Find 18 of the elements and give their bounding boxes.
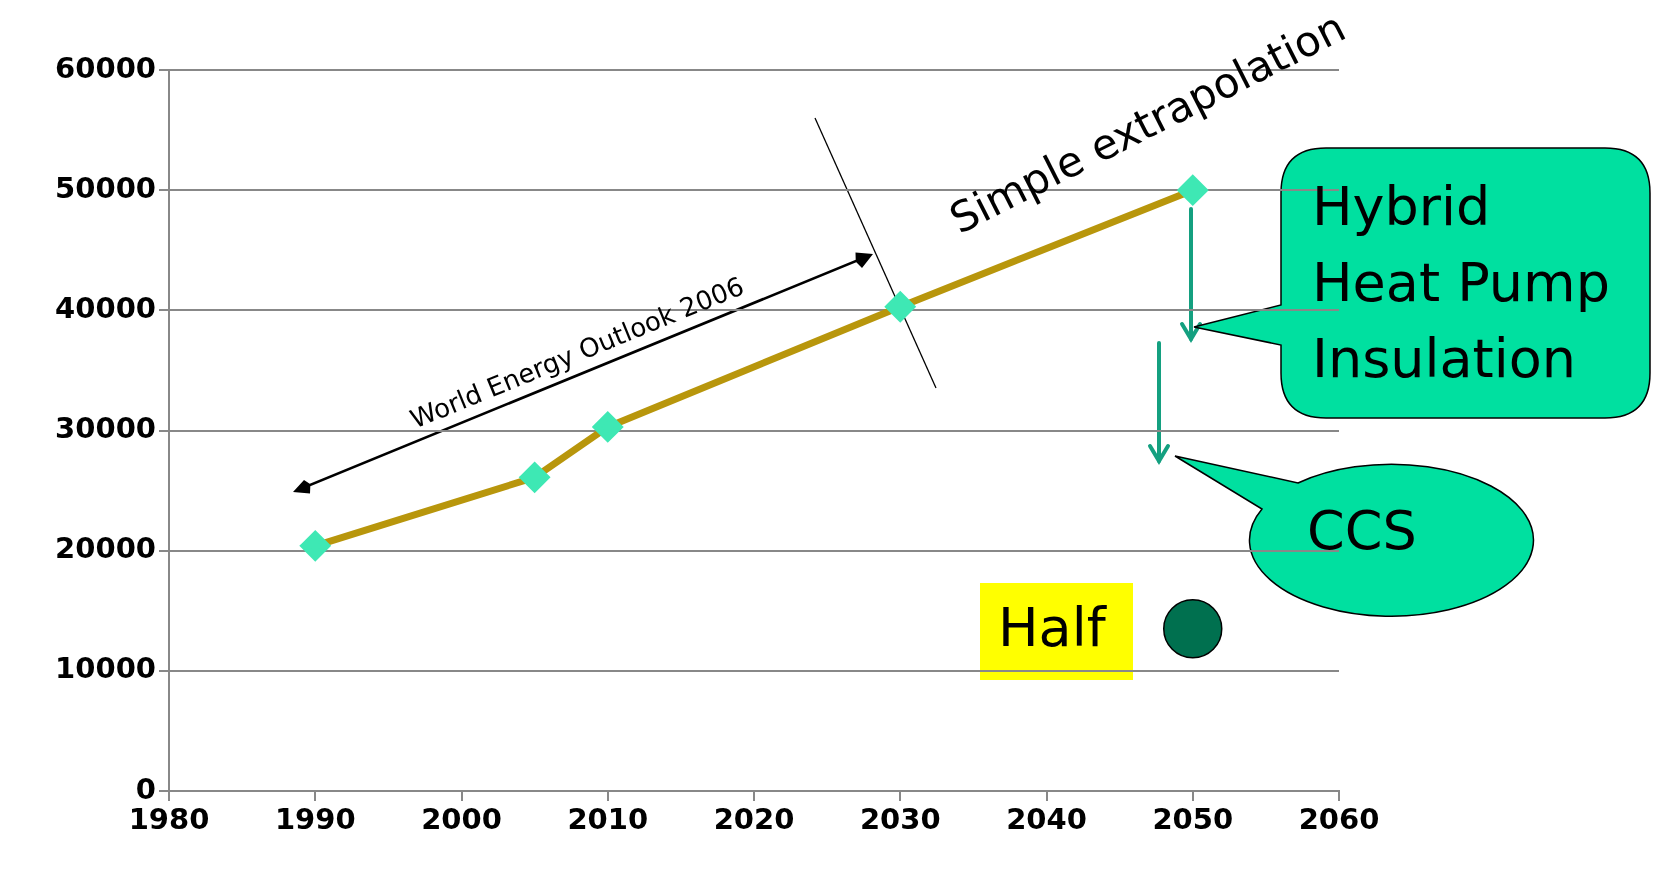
x-tick-label: 2050	[1152, 801, 1234, 836]
y-tick-label: 30000	[55, 411, 156, 446]
y-tick-label: 50000	[55, 170, 156, 205]
annotation: CCS	[1307, 499, 1417, 563]
x-tick-label: 2040	[1006, 801, 1087, 836]
annotation: Half	[998, 596, 1108, 660]
x-tick-label: 2000	[421, 801, 502, 836]
y-tick-label: 60000	[55, 50, 156, 85]
point	[1163, 599, 1223, 659]
annotation: Hybrid Heat Pump Insulation	[1312, 175, 1610, 391]
y-tick-label: 40000	[55, 290, 156, 325]
y-tick-label: 10000	[55, 651, 156, 686]
x-tick-label: 2020	[713, 801, 795, 836]
y-tick-label: 20000	[55, 531, 156, 566]
x-tick-label: 1990	[274, 801, 356, 836]
x-tick-label: 2010	[567, 801, 649, 836]
x-tick-label: 2030	[859, 801, 941, 836]
x-tick-label: 2060	[1298, 801, 1380, 836]
